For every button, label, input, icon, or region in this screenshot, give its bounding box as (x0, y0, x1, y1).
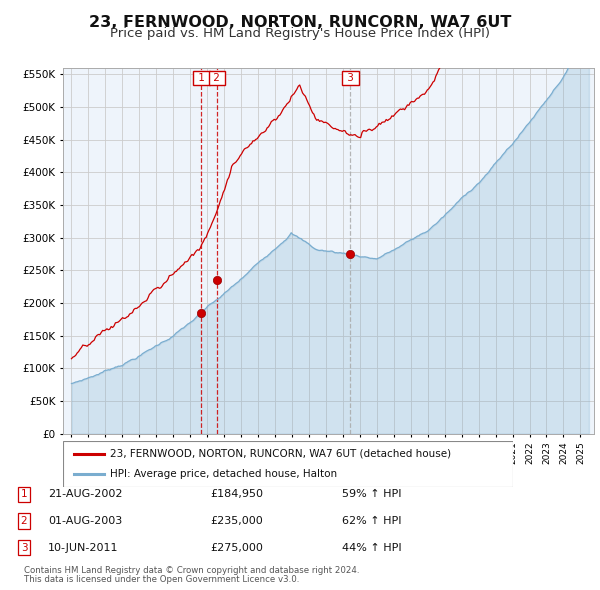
Text: 01-AUG-2003: 01-AUG-2003 (48, 516, 122, 526)
Text: Contains HM Land Registry data © Crown copyright and database right 2024.: Contains HM Land Registry data © Crown c… (24, 566, 359, 575)
Text: This data is licensed under the Open Government Licence v3.0.: This data is licensed under the Open Gov… (24, 575, 299, 584)
Text: 23, FERNWOOD, NORTON, RUNCORN, WA7 6UT: 23, FERNWOOD, NORTON, RUNCORN, WA7 6UT (89, 15, 511, 30)
Text: £184,950: £184,950 (210, 490, 263, 499)
Text: 62% ↑ HPI: 62% ↑ HPI (342, 516, 401, 526)
Text: 3: 3 (344, 73, 357, 83)
Text: 2: 2 (211, 73, 224, 83)
Text: 21-AUG-2002: 21-AUG-2002 (48, 490, 122, 499)
Text: 2: 2 (20, 516, 28, 526)
Text: HPI: Average price, detached house, Halton: HPI: Average price, detached house, Halt… (110, 470, 337, 480)
Text: £235,000: £235,000 (210, 516, 263, 526)
Text: £275,000: £275,000 (210, 543, 263, 552)
Text: 3: 3 (20, 543, 28, 552)
Text: 10-JUN-2011: 10-JUN-2011 (48, 543, 119, 552)
Text: 1: 1 (20, 490, 28, 499)
Text: 44% ↑ HPI: 44% ↑ HPI (342, 543, 401, 552)
Text: Price paid vs. HM Land Registry's House Price Index (HPI): Price paid vs. HM Land Registry's House … (110, 27, 490, 40)
Text: 59% ↑ HPI: 59% ↑ HPI (342, 490, 401, 499)
Text: 1: 1 (194, 73, 208, 83)
Text: 23, FERNWOOD, NORTON, RUNCORN, WA7 6UT (detached house): 23, FERNWOOD, NORTON, RUNCORN, WA7 6UT (… (110, 448, 451, 458)
